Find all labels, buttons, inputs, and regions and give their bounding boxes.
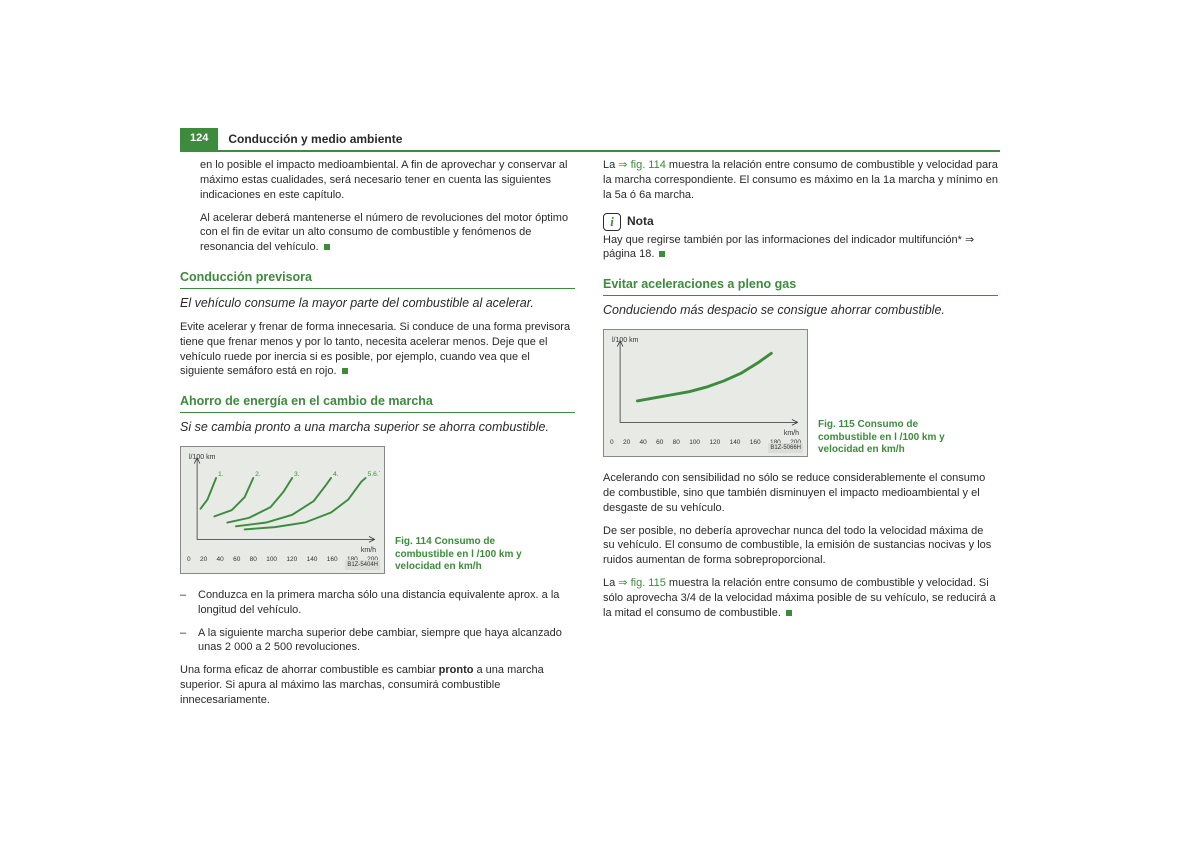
evitar-paragraph-3: La ⇒ fig. 115 muestra la relación entre …: [603, 576, 998, 621]
figure-115-block: l/100 km km/h 02040608010012014016018020…: [603, 329, 998, 457]
section-subtitle-ahorro: Si se cambia pronto a una marcha superio…: [180, 419, 575, 436]
figure-114-caption: Fig. 114 Consumo de combustible en l /10…: [395, 536, 555, 574]
fig-115-link[interactable]: ⇒ fig. 115: [618, 577, 666, 589]
svg-text:3.: 3.: [294, 471, 300, 478]
chart-114-svg: 1. 2. 3. 4. 5.6.7.: [187, 453, 380, 549]
list-item: Conduzca en la primera marcha sólo una d…: [194, 588, 575, 618]
fig114-reference-paragraph: La ⇒ fig. 114 muestra la relación entre …: [603, 158, 998, 203]
figure-114-chart: l/100 km km/h 1.2.3.4.5.6.7. 02040608010…: [180, 446, 385, 574]
section-end-icon: [324, 244, 330, 250]
gear-change-list: Conduzca en la primera marcha sólo una d…: [180, 588, 575, 655]
chart-xlabel: km/h: [361, 546, 376, 555]
section-subtitle-previsora: El vehículo consume la mayor parte del c…: [180, 295, 575, 312]
ahorro-paragraph: Una forma eficaz de ahorrar combustible …: [180, 663, 575, 708]
chart-code: B1Z-5066H: [768, 443, 803, 453]
figure-115-caption: Fig. 115 Consumo de combustible en l /10…: [818, 419, 978, 457]
figure-114-block: l/100 km km/h 1.2.3.4.5.6.7. 02040608010…: [180, 446, 575, 574]
intro-paragraph-1: en lo posible el impacto medioambiental.…: [180, 158, 575, 203]
note-paragraph: Hay que regirse también por las informac…: [603, 233, 998, 263]
intro-paragraph-2: Al acelerar deberá mantenerse el número …: [180, 211, 575, 256]
section-end-icon: [659, 251, 665, 257]
section-end-icon: [342, 368, 348, 374]
svg-text:4.: 4.: [333, 471, 339, 478]
fig-114-link[interactable]: ⇒ fig. 114: [618, 159, 666, 171]
page-header: 124 Conducción y medio ambiente: [180, 128, 1000, 152]
chart-xlabel: km/h: [784, 429, 799, 438]
evitar-paragraph-2: De ser posible, no debería aprovechar nu…: [603, 524, 998, 569]
chart-ylabel: l/100 km: [612, 336, 638, 345]
note-heading: i Nota: [603, 213, 998, 231]
info-icon: i: [603, 213, 621, 231]
svg-text:2.: 2.: [255, 471, 261, 478]
section-end-icon: [786, 610, 792, 616]
svg-text:5.6.7.: 5.6.7.: [368, 471, 381, 478]
chart-115-svg: [610, 336, 803, 432]
previsora-paragraph: Evite acelerar y frenar de forma inneces…: [180, 320, 575, 379]
chart-code: B1Z-5404H: [345, 560, 380, 570]
list-item: A la siguiente marcha superior debe camb…: [194, 626, 575, 656]
note-label: Nota: [627, 213, 654, 229]
section-subtitle-evitar: Conduciendo más despacio se consigue aho…: [603, 302, 998, 319]
header-title: Conducción y medio ambiente: [218, 128, 402, 150]
svg-text:1.: 1.: [218, 471, 224, 478]
right-column: La ⇒ fig. 114 muestra la relación entre …: [603, 158, 998, 716]
section-heading-evitar: Evitar aceleraciones a pleno gas: [603, 276, 998, 296]
figure-115-chart: l/100 km km/h 02040608010012014016018020…: [603, 329, 808, 457]
chart-ylabel: l/100 km: [189, 453, 215, 462]
section-heading-previsora: Conducción previsora: [180, 269, 575, 289]
section-heading-ahorro: Ahorro de energía en el cambio de marcha: [180, 393, 575, 413]
evitar-paragraph-1: Acelerando con sensibilidad no sólo se r…: [603, 471, 998, 516]
page-number: 124: [180, 128, 218, 150]
left-column: en lo posible el impacto medioambiental.…: [180, 158, 575, 716]
